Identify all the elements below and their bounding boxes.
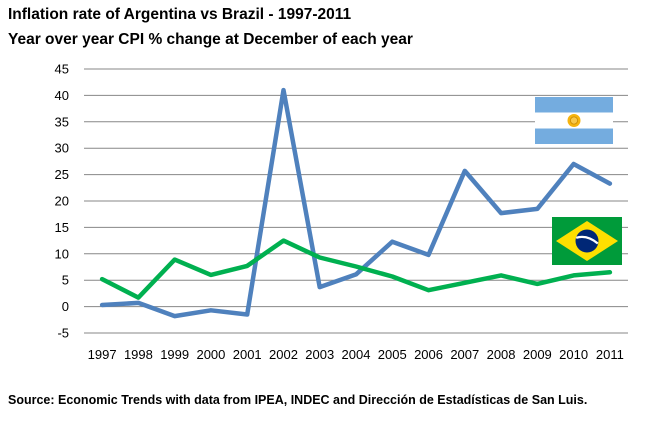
series-line-argentina-flag [99,87,613,319]
x-tick-label: 2003 [305,347,334,362]
chart-subtitle: Year over year CPI % change at December … [8,31,413,48]
x-tick-label: 2010 [559,347,588,362]
y-tick-label: -5 [57,326,69,341]
x-tick-label: 1998 [124,347,153,362]
x-tick-label: 2002 [269,347,298,362]
x-tick-label: 2006 [414,347,443,362]
y-tick-label: 40 [55,88,69,103]
y-tick-label: 5 [62,273,69,288]
x-tick-label: 2011 [596,347,624,362]
series-lines [99,87,613,319]
x-tick-label: 2008 [487,347,516,362]
y-tick-label: 10 [55,246,69,261]
y-tick-label: 25 [55,167,69,182]
x-axis-ticks: 1997 1998 1999 2000 2001 2002 2003 2004 2005 2006… [88,347,624,362]
gridlines [84,68,628,334]
x-tick-label: 2004 [342,347,371,362]
y-tick-label: 30 [55,141,69,156]
y-tick-label: 20 [55,194,69,209]
x-tick-label: 2007 [450,347,479,362]
x-tick-label: 1997 [88,347,117,362]
y-tick-label: 0 [62,299,69,314]
line-chart: -5 0 5 10 15 20 25 30 35 40 45 1997 1998 1999 2000 200… [55,62,628,362]
x-tick-label: 2005 [378,347,407,362]
x-tick-label: 2009 [523,347,552,362]
series-line-brazil-flag [99,238,613,300]
argentina-flag-icon [535,97,613,144]
x-tick-label: 2000 [196,347,225,362]
source-note: Source: Economic Trends with data from I… [8,393,588,407]
y-tick-label: 35 [55,114,69,129]
y-tick-label: 15 [55,220,69,235]
x-tick-label: 2001 [233,347,262,362]
y-tick-label: 45 [55,62,69,77]
brazil-flag-icon [552,217,622,265]
chart-title: Inflation rate of Argentina vs Brazil - … [8,6,352,23]
x-tick-label: 1999 [160,347,189,362]
y-axis-ticks: -5 0 5 10 15 20 25 30 35 40 45 [55,62,69,341]
